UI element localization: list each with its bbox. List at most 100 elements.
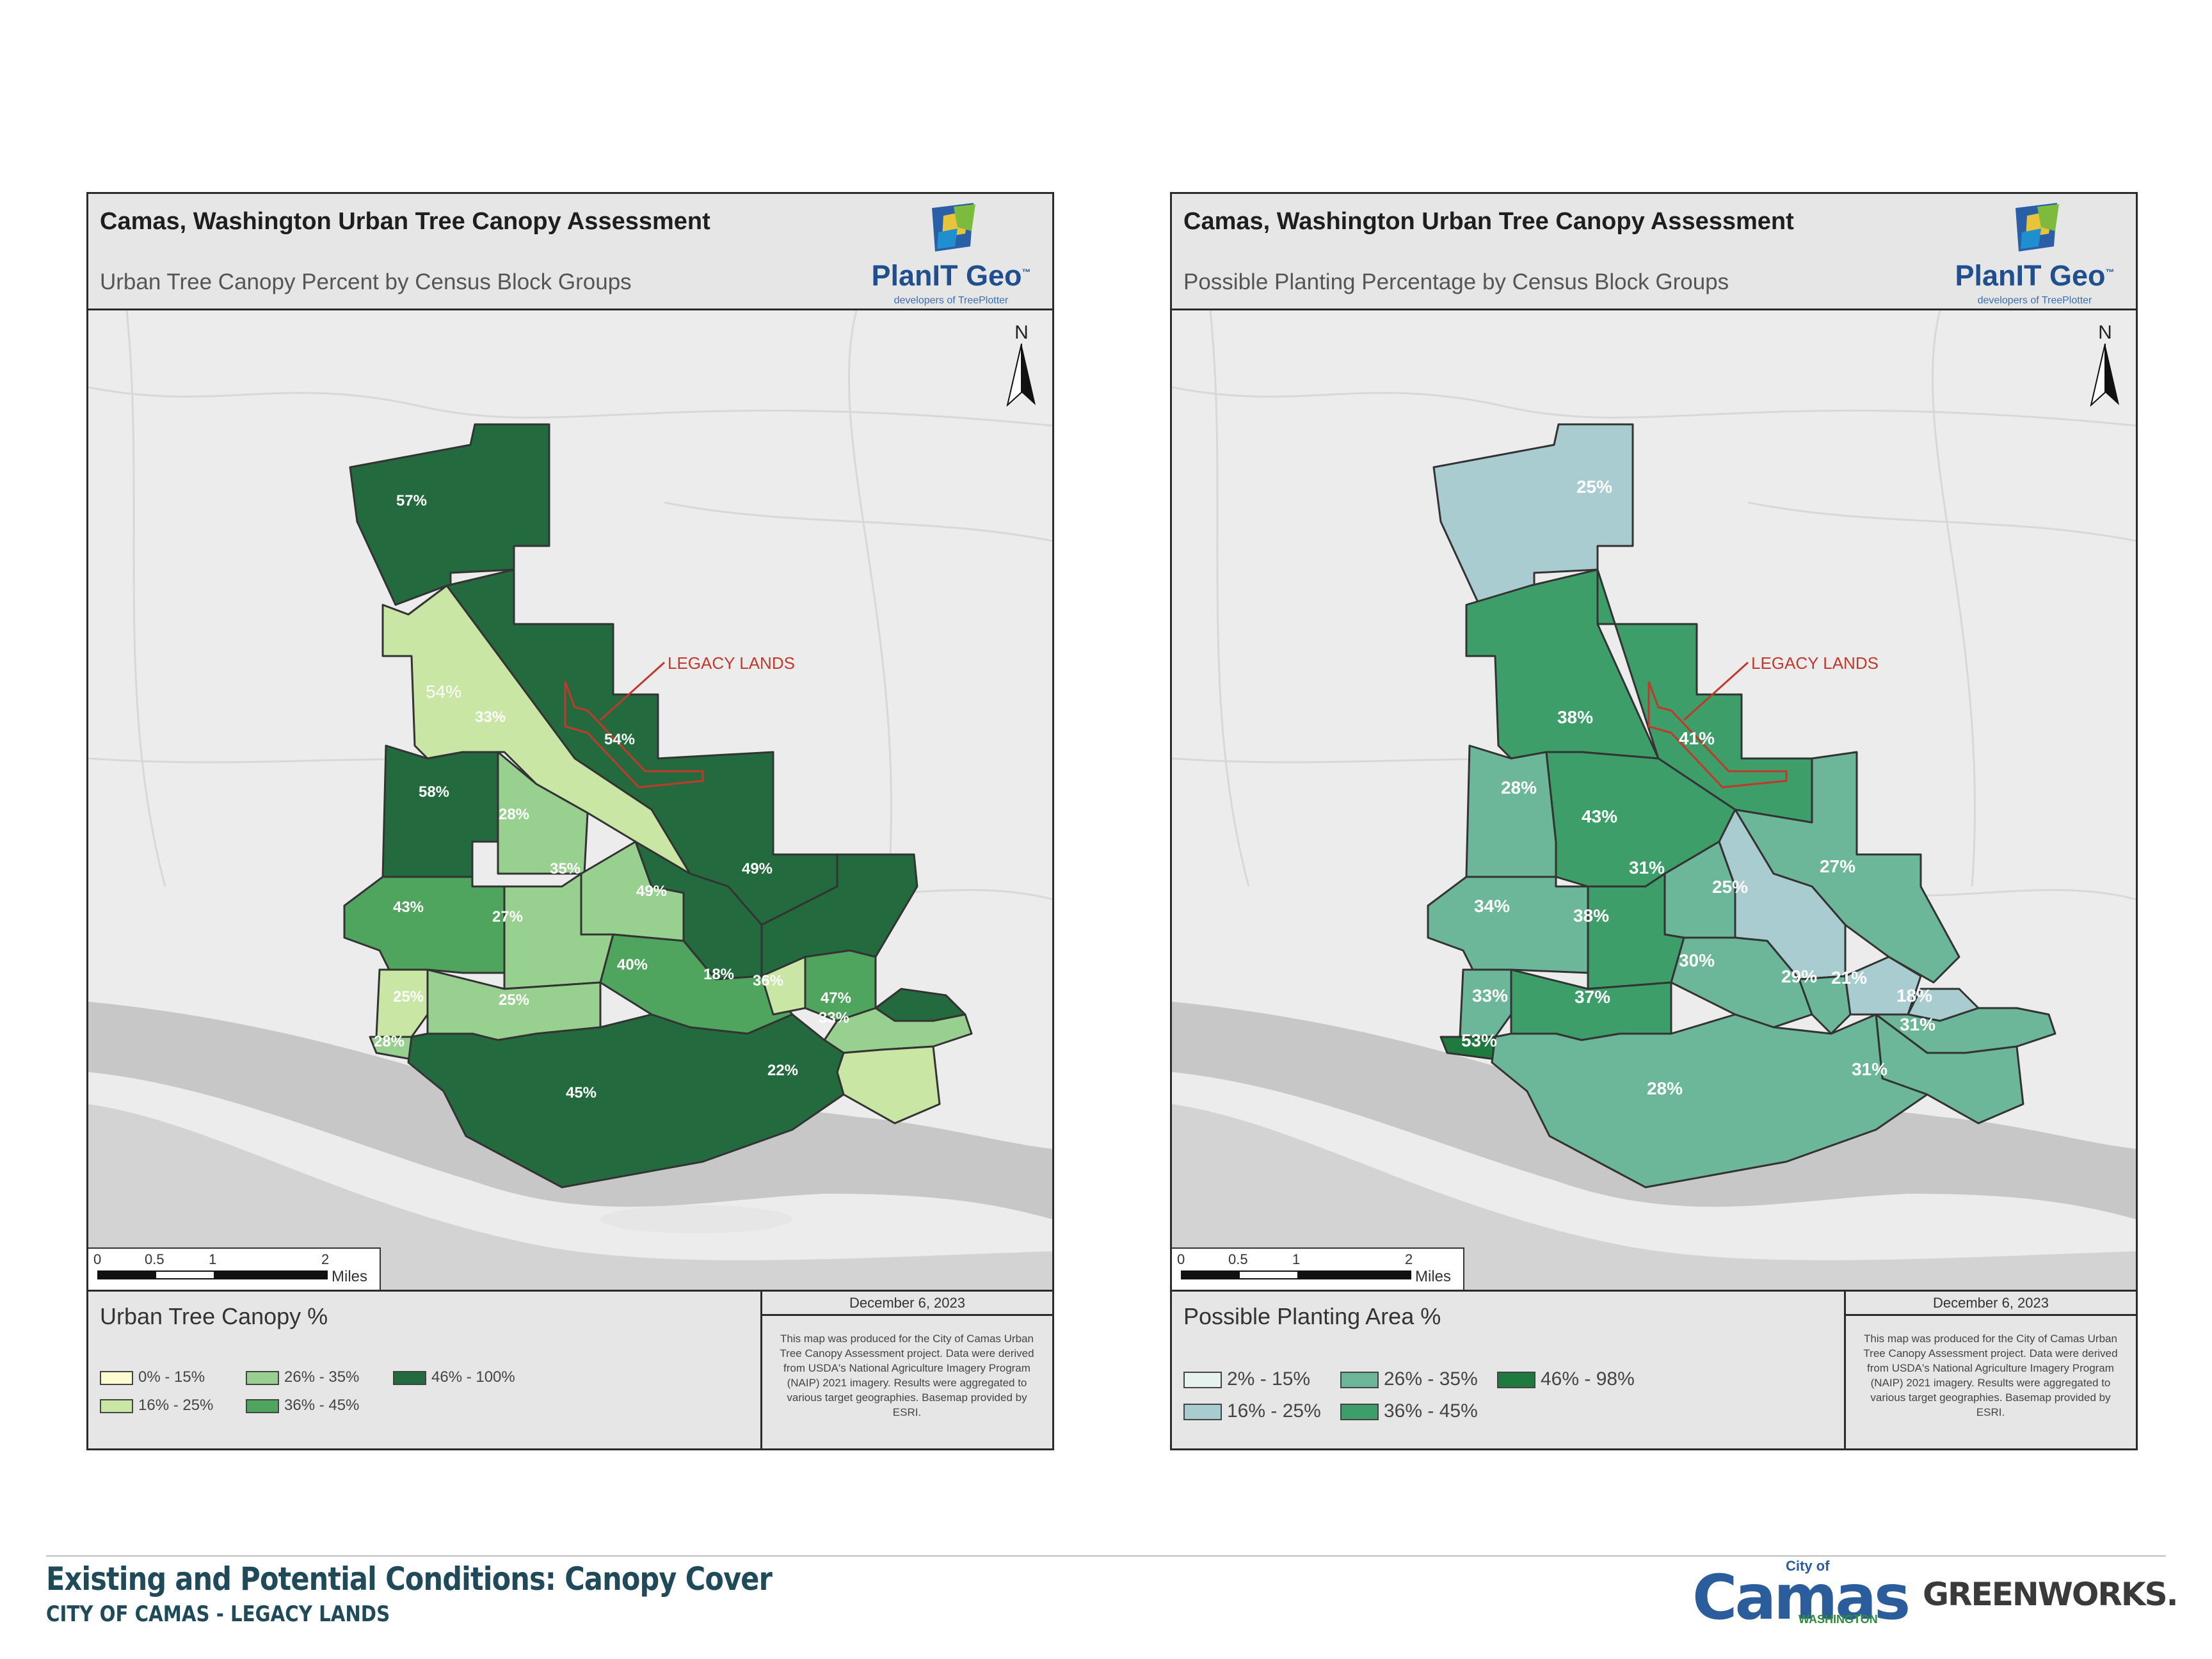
legend-swatch — [1183, 1372, 1222, 1389]
greenworks-logo: GREENWORKS. — [1923, 1576, 2179, 1613]
region-label: 58% — [419, 783, 449, 801]
region-43 — [343, 876, 506, 974]
north-arrow-icon — [2090, 343, 2119, 406]
scale-bar: 0 0.5 1 2 Miles — [1172, 1247, 1464, 1290]
scale-bar: 0 0.5 1 2 Miles — [88, 1247, 381, 1290]
planit-geo-wordmark: PlanIT Geo™ — [871, 259, 1031, 292]
scale-tick: 0.5 — [1228, 1251, 1248, 1267]
region-25-west — [375, 968, 429, 1038]
scale-tick: 0 — [1177, 1251, 1185, 1267]
camas-city-of-text: City of — [1786, 1558, 1830, 1574]
region-label: 28% — [1501, 778, 1537, 797]
north-label: N — [1014, 322, 1029, 343]
map-subtitle: Urban Tree Canopy Percent by Census Bloc… — [100, 269, 632, 294]
legend-item: 46% - 98% — [1497, 1368, 1635, 1390]
north-arrow: N — [2086, 322, 2124, 406]
region-label: 18% — [1896, 986, 1932, 1006]
scale-tick: 1 — [209, 1251, 217, 1267]
footer-divider — [46, 1555, 2166, 1557]
legend-swatch — [1183, 1404, 1222, 1421]
scale-tick: 0.5 — [145, 1251, 164, 1267]
planit-geo-logo-icon — [932, 203, 975, 252]
region-label: 25% — [499, 991, 529, 1009]
region-label: 30% — [1679, 950, 1715, 970]
region-label: 37% — [1575, 987, 1610, 1007]
region-label: 28% — [1647, 1078, 1683, 1098]
region-label: 29% — [1781, 966, 1817, 986]
legend-swatch — [100, 1399, 133, 1413]
scale-tick: 2 — [321, 1251, 330, 1267]
region-28-west — [1465, 744, 1557, 878]
region-label: 53% — [1461, 1030, 1497, 1050]
map-header: Camas, Washington Urban Tree Canopy Asse… — [88, 194, 1052, 310]
info-box: December 6, 2023 This map was produced f… — [760, 1292, 1052, 1448]
scale-unit: Miles — [1415, 1268, 1452, 1285]
possible-planting-map-panel: Camas, Washington Urban Tree Canopy Asse… — [1170, 192, 2138, 1450]
region-label: 49% — [636, 883, 667, 900]
region-label: 33% — [1472, 986, 1508, 1006]
legend-title: Urban Tree Canopy % — [100, 1303, 328, 1329]
legend-swatch — [246, 1370, 279, 1385]
legend-item: 16% - 25% — [100, 1397, 213, 1415]
scale-tick: 2 — [1405, 1251, 1413, 1267]
region-label: 27% — [492, 908, 523, 926]
region-label: 22% — [767, 1062, 798, 1079]
map-subtitle: Possible Planting Percentage by Census B… — [1183, 269, 1729, 294]
legend-item: 36% - 45% — [246, 1397, 359, 1415]
region-label: 35% — [550, 860, 581, 878]
region-label: 31% — [1900, 1014, 1936, 1034]
map-note: This map was produced for the City of Ca… — [780, 1333, 1034, 1418]
legend-swatch — [246, 1399, 279, 1413]
legend-item: 26% - 35% — [1340, 1368, 1478, 1390]
region-label: 36% — [753, 972, 783, 990]
canopy-map[interactable]: LEGACY LANDS 57% 54% 33% 54% 58% 28% 35%… — [88, 310, 1052, 1290]
map-legend-area: Urban Tree Canopy % 0% - 15% 16% - 25% 2… — [88, 1290, 1052, 1448]
region-label: 28% — [374, 1033, 405, 1050]
region-28-south — [1491, 1013, 1928, 1189]
region-label: 33% — [475, 709, 506, 726]
region-label: 38% — [1573, 906, 1609, 926]
region-label: 34% — [1474, 896, 1510, 916]
region-label: 31% — [1629, 858, 1665, 878]
scale-tick: 0 — [93, 1251, 102, 1267]
legend-swatch — [100, 1370, 133, 1385]
region-label: 25% — [1576, 477, 1612, 497]
camas-state-text: WASHINGTON — [1799, 1613, 1878, 1626]
legend-item: 16% - 25% — [1183, 1400, 1321, 1422]
region-label: 43% — [1582, 806, 1617, 826]
north-arrow: N — [1002, 322, 1041, 406]
legend-item: 0% - 15% — [100, 1368, 205, 1386]
region-label: 45% — [566, 1084, 597, 1102]
region-label: 31% — [1852, 1059, 1887, 1079]
region-label: 47% — [821, 990, 851, 1007]
region-label: 18% — [703, 966, 734, 983]
legend-swatch — [1497, 1372, 1535, 1389]
legend-swatch — [393, 1370, 426, 1385]
region-label: 54% — [426, 682, 461, 701]
map-date: December 6, 2023 — [762, 1292, 1052, 1316]
map-note: This map was produced for the City of Ca… — [1863, 1333, 2118, 1418]
legacy-lands-callout: LEGACY LANDS — [668, 653, 795, 673]
region-label: 33% — [819, 1009, 849, 1027]
planit-geo-logo: PlanIT Geo™ developers of TreePlotter — [1945, 202, 2124, 306]
legend-swatch — [1340, 1372, 1379, 1389]
region-21 — [1844, 956, 1922, 1016]
region-label: 41% — [1679, 728, 1715, 748]
region-label: 27% — [1820, 856, 1855, 876]
canopy-map-svg: LEGACY LANDS 57% 54% 33% 54% 58% 28% 35%… — [88, 310, 1052, 1290]
region-33 — [1459, 968, 1512, 1038]
planit-geo-logo: PlanIT Geo™ developers of TreePlotter — [862, 202, 1041, 306]
region-label: 49% — [742, 860, 773, 878]
legend-item: 26% - 35% — [246, 1368, 359, 1386]
legend-item: 36% - 45% — [1340, 1400, 1478, 1422]
region-29 — [1798, 975, 1852, 1035]
region-45 — [407, 1013, 845, 1189]
scale-tick: 1 — [1292, 1251, 1301, 1267]
region-label: 38% — [1557, 707, 1593, 727]
legend-swatch — [1340, 1404, 1379, 1421]
planit-geo-logo-icon — [2016, 203, 2059, 252]
legend-item: 46% - 100% — [393, 1368, 515, 1386]
planting-map[interactable]: LEGACY LANDS 25% 38% 41% 28% 43% 31% 25%… — [1172, 310, 2136, 1290]
map-title: Camas, Washington Urban Tree Canopy Asse… — [1183, 208, 1794, 235]
legend-title: Possible Planting Area % — [1183, 1303, 1441, 1329]
